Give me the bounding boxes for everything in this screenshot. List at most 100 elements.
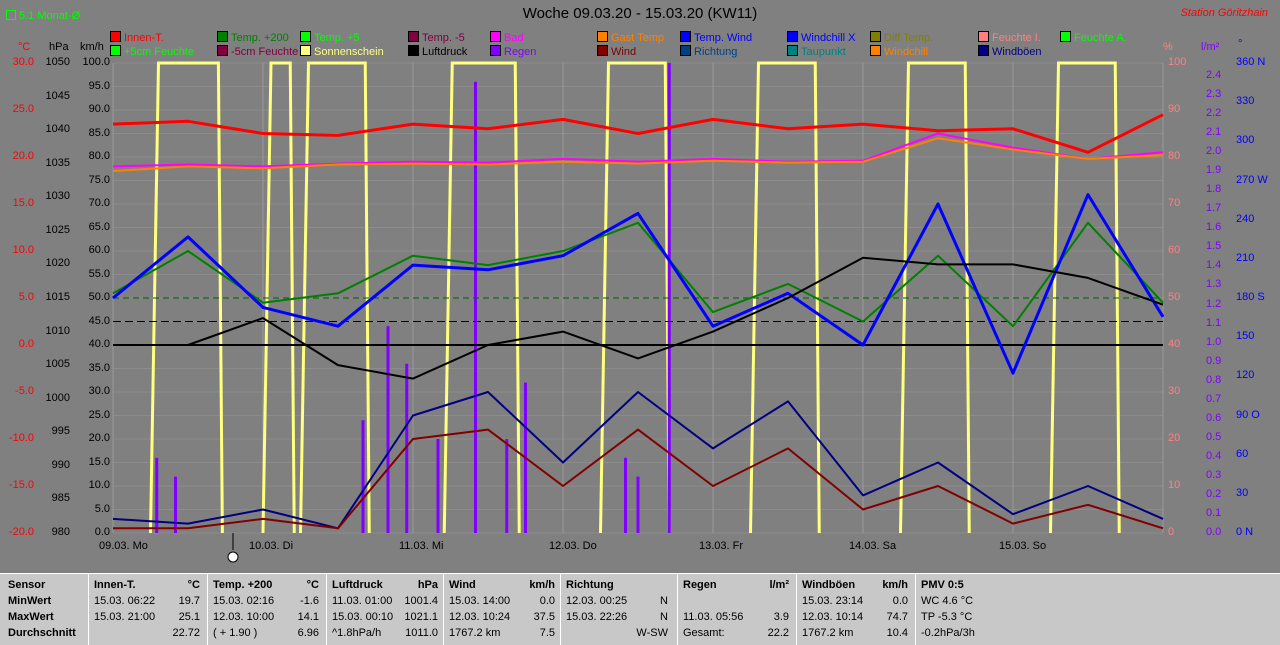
legend-item-regen[interactable]: Regen — [490, 45, 536, 58]
legend-item-taupunkt[interactable]: Taupunkt — [787, 45, 846, 58]
table-header: Luftdruck — [332, 579, 383, 591]
temp-tick-label: -5.0 — [15, 385, 34, 397]
hum-tick-label: 90 — [1168, 103, 1181, 115]
rain-tick-label: 1.5 — [1206, 240, 1222, 253]
table-cell: TP -5.3 °C — [921, 611, 973, 623]
table-column-richtung: Richtung 12.03. 00:25 N 15.03. 22:26 N W-SW — [560, 574, 676, 645]
legend-item-wind[interactable]: Wind — [597, 45, 636, 58]
dir-tick-label: 270 W — [1236, 173, 1268, 186]
legend-swatch-icon — [870, 31, 881, 42]
legend-item-diff-temp-[interactable]: Diff Temp. — [870, 31, 933, 44]
legend-label: Temp. -5 — [422, 32, 465, 44]
table-cell: 10.4 — [886, 627, 908, 639]
legend-swatch-icon — [787, 45, 798, 56]
temp-tick-label: 15.0 — [12, 197, 34, 209]
legend-item-feuchte-i-[interactable]: Feuchte I. — [978, 31, 1041, 44]
checkbox-icon[interactable] — [6, 10, 16, 20]
legend-item-windchill[interactable]: Windchill — [870, 45, 928, 58]
table-cell: 14.1 — [297, 611, 319, 623]
table-unit: hPa — [417, 579, 438, 591]
wind-tick-label: 80.0 — [88, 150, 110, 162]
rain-tick-label: 0.3 — [1206, 468, 1222, 481]
table-divider — [326, 574, 327, 645]
legend-item-bad[interactable]: Bad — [490, 31, 524, 44]
rain-tick-label: 0.4 — [1206, 449, 1222, 462]
table-label-avg: Durchschnitt — [8, 627, 76, 639]
table-header: PMV 0:5 — [921, 579, 964, 591]
table-cell: 15.03. 23:14 — [802, 595, 864, 607]
wind-tick-label: 0.0 — [94, 526, 110, 538]
legend-swatch-icon — [110, 45, 121, 56]
legend-item-feuchte-a-[interactable]: Feuchte A. — [1060, 31, 1127, 44]
table-cell: 15.03. 00:10 — [332, 611, 394, 623]
table-cell: 37.5 — [533, 611, 555, 623]
legend-item-gast-temp[interactable]: Gast Temp — [597, 31, 664, 44]
legend-item-richtung[interactable]: Richtung — [680, 45, 737, 58]
table-cell: N — [660, 595, 668, 607]
legend-label: Diff Temp. — [884, 32, 934, 44]
legend-item-temp-5[interactable]: Temp. -5 — [408, 31, 465, 44]
table-header: Wind — [449, 579, 476, 591]
press-tick-label: 1015 — [45, 291, 70, 303]
legend-item--5cm-feuchte[interactable]: -5cm Feuchte — [217, 45, 298, 58]
series-line-temp-200 — [112, 221, 1164, 328]
legend-label: Regen — [504, 46, 537, 58]
monat-toggle[interactable]: 5.1 Monat-Ø — [6, 10, 80, 22]
table-cell: -1.6 — [300, 595, 319, 607]
table-header: Richtung — [566, 579, 614, 591]
table-cell: ^1.8hPa/h — [332, 627, 382, 639]
legend-label: Taupunkt — [801, 46, 846, 58]
table-cell: W-SW — [636, 627, 668, 639]
legend-item--5cm-feuchte[interactable]: +5cm Feuchte — [110, 45, 194, 58]
series-line-luftdruck — [113, 256, 1164, 380]
temp-tick-label: -20.0 — [8, 526, 34, 538]
series-line-windb-en — [112, 391, 1164, 530]
wind-tick-label: 5.0 — [94, 502, 110, 515]
rain-tick-label: 2.1 — [1206, 126, 1222, 139]
rain-tick-label: 0.5 — [1206, 430, 1222, 443]
wind-tick-label: 70.0 — [88, 197, 110, 209]
legend-swatch-icon — [597, 45, 608, 56]
table-column-pmv: PMV 0:5 WC 4.6 °C TP -5.3 °C -0.2hPa/3h — [915, 574, 1035, 645]
table-cell: 1767.2 km — [802, 627, 854, 639]
press-tick-label: 1005 — [45, 358, 70, 371]
legend-item-sonnenschein[interactable]: Sonnenschein — [300, 45, 384, 58]
legend-item-temp-5[interactable]: Temp. +5 — [300, 31, 360, 44]
legend-label: Feuchte A. — [1074, 32, 1127, 44]
table-cell: WC 4.6 °C — [921, 595, 974, 607]
temp-tick-label: -10.0 — [8, 432, 34, 444]
legend-swatch-icon — [408, 31, 419, 42]
rain-tick-label: 1.6 — [1206, 221, 1222, 234]
legend-item-luftdruck[interactable]: Luftdruck — [408, 45, 467, 58]
legend-item-temp-200[interactable]: Temp. +200 — [217, 31, 289, 44]
press-tick-label: 1000 — [45, 391, 70, 404]
legend-label: Windchill — [884, 46, 929, 58]
rain-tick-label: 0.9 — [1206, 354, 1222, 367]
table-cell: -0.2hPa/3h — [921, 627, 975, 639]
legend-swatch-icon — [680, 31, 691, 42]
rain-bar — [174, 476, 177, 533]
legend-item-innen-t-[interactable]: Innen-T. — [110, 31, 164, 44]
dir-tick-label: 60 — [1236, 447, 1249, 460]
legend-item-temp-wind[interactable]: Temp. Wind — [680, 31, 752, 44]
chart-title: Woche 09.03.20 - 15.03.20 (KW11) — [522, 5, 758, 22]
legend-swatch-icon — [680, 45, 691, 56]
temp-tick-label: 30.0 — [12, 56, 34, 68]
table-cell: 22.2 — [767, 627, 789, 639]
legend-item-windb-en[interactable]: Windböen — [978, 45, 1042, 58]
dir-tick-label: 240 — [1236, 212, 1255, 225]
table-cell: 6.96 — [297, 627, 319, 639]
table-cell: 7.5 — [539, 627, 555, 639]
dir-tick-label: 300 — [1236, 134, 1255, 147]
table-label-max: MaxWert — [8, 611, 54, 623]
dir-tick-label: 180 S — [1236, 291, 1265, 303]
table-cell: 25.1 — [178, 611, 200, 623]
dir-tick-label: 120 — [1236, 369, 1255, 382]
rain-bar — [505, 439, 509, 533]
table-divider — [915, 574, 916, 645]
x-tick-label: 14.03. Sa — [849, 540, 897, 552]
rain-bar — [474, 81, 477, 534]
dir-tick-label: 30 — [1236, 486, 1249, 499]
table-cell: 1001.4 — [404, 595, 438, 607]
legend-item-windchill-x[interactable]: Windchill X — [787, 31, 855, 44]
